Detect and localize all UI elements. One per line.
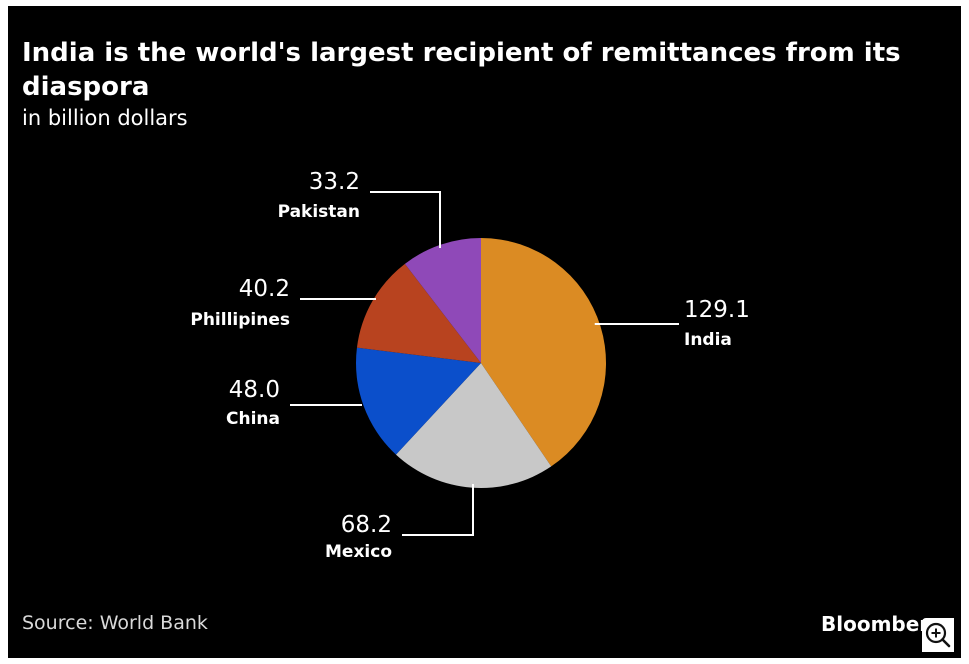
value-label-pakistan: 33.2 xyxy=(309,169,360,195)
pie-slice-pakistan xyxy=(404,238,481,363)
zoom-in-icon xyxy=(925,622,951,648)
pie-chart: 129.1 India 68.2 Mexico 48.0 China 40.2 Phillip… xyxy=(190,169,750,562)
leader-line-pakistan xyxy=(370,191,441,248)
chart-title: India is the world's largest recipient o… xyxy=(22,38,901,102)
value-label-phillipines: 40.2 xyxy=(239,276,290,302)
category-label-mexico: Mexico xyxy=(325,542,392,562)
category-label-india: India xyxy=(684,330,732,350)
pie-slice-mexico xyxy=(395,363,552,488)
pie-slice-phillipines xyxy=(356,263,481,363)
zoom-button[interactable] xyxy=(922,618,954,652)
chart-frame: India is the world's largest recipient o… xyxy=(8,6,961,658)
chart-subtitle: in billion dollars xyxy=(22,106,188,130)
pie-slice-india xyxy=(481,238,606,467)
source-note: Source: World Bank xyxy=(22,612,208,634)
value-label-china: 48.0 xyxy=(229,377,280,403)
value-label-mexico: 68.2 xyxy=(341,512,392,538)
leader-line-mexico xyxy=(402,484,474,536)
pie-slice-china xyxy=(355,347,481,455)
category-label-pakistan: Pakistan xyxy=(278,202,360,222)
category-label-china: China xyxy=(226,409,280,429)
value-label-india: 129.1 xyxy=(684,297,750,323)
brand-logo: Bloomberg xyxy=(821,612,929,636)
category-label-phillipines: Phillipines xyxy=(190,310,290,330)
